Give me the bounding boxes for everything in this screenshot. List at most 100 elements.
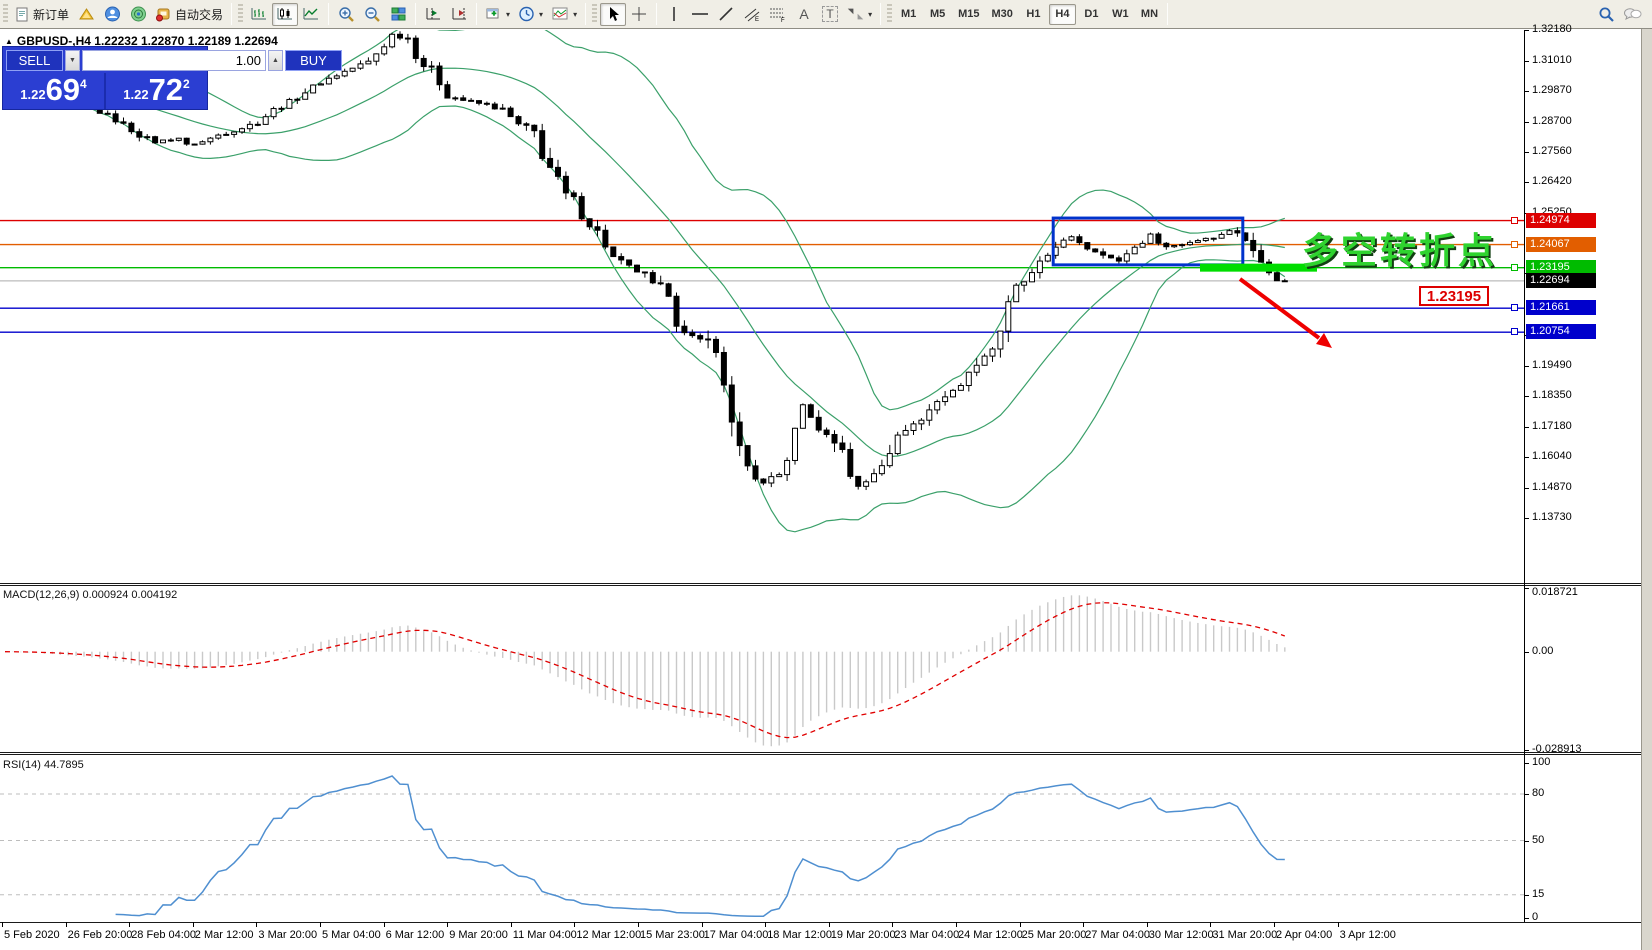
y-tick-label: 1.13730	[1532, 511, 1572, 523]
text-label-button[interactable]: T	[817, 3, 843, 26]
y-tick-label: 1.17180	[1532, 419, 1572, 432]
sell-button[interactable]: SELL	[6, 50, 63, 71]
time-tick-label: 2 Mar 12:00	[194, 929, 254, 941]
new-chart-button[interactable]: ▾	[481, 3, 514, 26]
time-tick	[1337, 922, 1339, 927]
time-axis-line	[0, 922, 1641, 923]
horizontal-line-button[interactable]	[687, 3, 713, 26]
text-button[interactable]: A	[791, 3, 817, 26]
web-terminal-button[interactable]	[125, 3, 151, 26]
time-tick	[320, 922, 321, 927]
svg-text:E: E	[755, 17, 759, 22]
candlestick-chart-button[interactable]	[272, 2, 299, 26]
vertical-line-button[interactable]	[661, 3, 687, 26]
time-tick-label: 15 Mar 23:00	[640, 929, 705, 941]
rsi-pane[interactable]	[0, 756, 1524, 922]
line-chart-icon	[303, 8, 319, 20]
toolbar-separator	[585, 3, 587, 25]
buy-button[interactable]: BUY	[285, 50, 342, 71]
timeframe-D1[interactable]: D1	[1084, 8, 1099, 20]
macd-tick-label: 0.00	[1532, 644, 1554, 657]
new-order-button[interactable]: 新订单	[11, 3, 73, 26]
cursor-arrow-icon	[609, 7, 619, 21]
y-tick-label: 1.32180	[1532, 23, 1572, 35]
fibonacci-button[interactable]: F	[765, 3, 791, 26]
new-order-label: 新订单	[33, 7, 70, 22]
periods-button[interactable]: ▾	[514, 3, 547, 26]
zoom-in-button[interactable]	[333, 3, 359, 26]
tile-windows-button[interactable]	[385, 3, 411, 26]
autotrading-icon	[156, 8, 170, 22]
timeframe-W1[interactable]: W1	[1112, 8, 1129, 20]
time-tick-label: 24 Mar 12:00	[958, 929, 1023, 941]
arrows-tool-button[interactable]: ▾	[843, 3, 876, 26]
trendline-icon	[719, 7, 733, 21]
y-tick-label: 1.31010	[1532, 53, 1572, 66]
rsi-tick-label: 0	[1532, 911, 1539, 923]
search-button[interactable]	[1593, 3, 1619, 26]
sell-price-big: 69	[45, 72, 81, 107]
indicators-button[interactable]: ▾	[547, 3, 581, 26]
community-button[interactable]	[99, 3, 125, 26]
timeframe-M15[interactable]: M15	[958, 8, 980, 20]
sell-price[interactable]: 1.22 69 4	[3, 73, 104, 109]
rsi-tick	[1524, 794, 1529, 795]
time-tick-label: 31 Mar 20:00	[1212, 929, 1278, 941]
y-tick	[1524, 30, 1529, 31]
toolbar-grip[interactable]	[238, 4, 244, 24]
level-price-label: 1.24067	[1526, 236, 1596, 252]
rsi-tick	[1524, 763, 1529, 764]
timeframe-M5[interactable]: M5	[929, 8, 946, 20]
macd-pane[interactable]	[0, 586, 1524, 751]
timeframe-M1[interactable]: M1	[900, 8, 917, 20]
volume-spin-down[interactable]: ▼	[65, 50, 80, 71]
timeframe-H1[interactable]: H1	[1026, 8, 1041, 20]
toolbar-grip[interactable]	[3, 4, 8, 24]
annotation-text[interactable]: 多空转折点	[1302, 230, 1498, 271]
y-tick-label: 1.14870	[1532, 480, 1572, 493]
autotrading-label: 自动交易	[175, 7, 224, 22]
pane-separator[interactable]	[0, 583, 1641, 584]
toolbar-separator	[656, 3, 658, 25]
expand-triangle-icon[interactable]: ▲	[5, 36, 13, 46]
pane-separator[interactable]	[0, 752, 1641, 753]
time-tick	[1210, 922, 1212, 927]
time-tick-label: 3 Mar 20:00	[258, 929, 318, 941]
zoom-out-button[interactable]	[359, 3, 385, 26]
chat-button[interactable]	[1619, 3, 1646, 26]
price-chart[interactable]	[0, 30, 1524, 583]
toolbar-grip[interactable]	[887, 4, 893, 24]
macd-tick	[1524, 588, 1529, 590]
toolbar-grip[interactable]	[592, 4, 598, 24]
down-arrow	[1238, 277, 1321, 340]
timeframe-H4[interactable]: H4	[1048, 3, 1076, 25]
volume-input[interactable]	[82, 50, 266, 71]
autotrading-button[interactable]: 自动交易	[151, 3, 227, 26]
buy-price[interactable]: 1.22 72 2	[106, 73, 207, 109]
auto-scroll-icon	[452, 8, 467, 20]
gold-button[interactable]	[73, 3, 99, 26]
gold-ingot-icon	[78, 7, 94, 19]
pane-separator	[0, 585, 1641, 586]
price-callout[interactable]: 1.23195	[1419, 286, 1489, 306]
timeframe-M30[interactable]: M30	[991, 8, 1013, 20]
crosshair-button[interactable]	[626, 3, 652, 26]
bar-chart-button[interactable]	[246, 3, 272, 26]
timeframe-MN[interactable]: MN	[1140, 8, 1159, 20]
chat-bubbles-icon	[1624, 8, 1642, 20]
time-tick	[638, 922, 639, 927]
y-tick	[1524, 395, 1529, 397]
cursor-button[interactable]	[600, 2, 627, 26]
auto-scroll-button[interactable]	[446, 3, 472, 26]
equidistant-channel-button[interactable]: E	[739, 3, 765, 26]
trendline-button[interactable]	[713, 3, 739, 26]
globe-icon	[130, 6, 146, 22]
buy-price-big: 72	[148, 72, 184, 107]
macd-tick	[1524, 750, 1529, 752]
time-tick	[447, 922, 449, 927]
chart-shift-button[interactable]	[420, 3, 446, 26]
line-chart-button[interactable]	[298, 3, 324, 26]
dropdown-caret-icon: ▾	[539, 9, 544, 19]
zoom-in-icon	[338, 7, 354, 22]
volume-spin-up[interactable]: ▲	[268, 50, 283, 71]
